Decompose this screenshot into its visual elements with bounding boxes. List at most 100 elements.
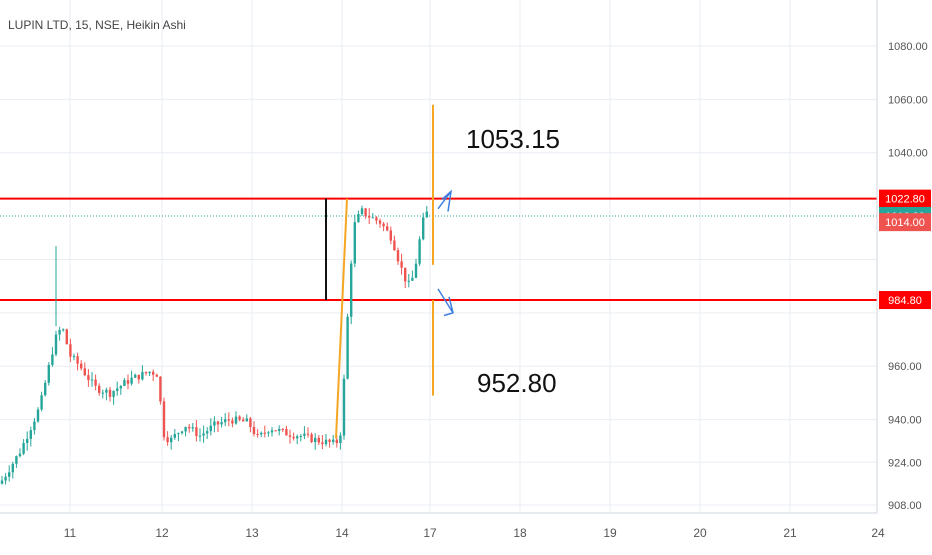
candle-body [65,329,68,345]
candle-body [166,437,169,443]
candle-body [303,433,306,436]
candle-body [245,418,248,422]
candle-body [29,430,32,439]
drawing-layer: 1053.15 952.80 [325,104,560,439]
candle-body [141,371,144,380]
candle-body [105,389,108,393]
bid-price-label: 1014.00 [885,217,925,229]
candle-body [368,215,371,218]
candle-body [152,371,155,375]
candle-body [206,431,209,434]
candle-body [123,380,126,386]
x-tick-label: 14 [335,526,349,540]
candle-body [4,476,7,481]
level-upper-box [879,189,931,208]
candle-body [162,401,166,438]
candle-body [425,211,428,218]
candle-body [198,435,202,437]
candle-body [94,379,97,386]
candle-body [227,419,230,421]
target-label-lower: 952.80 [477,368,557,398]
candle-body [80,363,83,369]
candle-body [148,371,151,374]
candle-body [267,432,270,434]
candle-body [202,433,205,436]
candle-body [18,453,22,457]
candle-body [389,230,392,241]
candle-body [22,442,25,454]
x-tick-label: 12 [155,526,169,540]
x-tick-label: 11 [64,526,77,540]
candle-body [407,280,410,282]
x-tick-label: 21 [783,526,797,540]
candle-body [274,430,277,432]
candle-body [404,267,407,282]
candle-body [346,316,349,379]
candle-body [260,432,263,435]
candle-body [134,374,137,378]
grid-layer [0,0,879,513]
candle-body [180,431,184,434]
down-arrow-icon [437,288,454,314]
candle-body [87,375,90,381]
candle-body [155,374,158,377]
candle-body [386,226,389,231]
candle-body [328,439,331,442]
candle-body [170,437,173,443]
candle-body [281,428,284,430]
candle-body [339,435,342,444]
candle-body [231,420,234,424]
candle-body [76,356,79,364]
candle-body [26,438,29,443]
candle-body [400,261,403,268]
candle-body [314,437,317,443]
candle-body [216,421,220,425]
candle-body [310,434,313,443]
target-label-upper: 1053.15 [466,124,560,154]
candle-body [101,392,104,394]
candle-body [177,433,180,435]
candle-body [234,416,238,424]
x-tick-label: 24 [871,526,885,540]
candle-body [321,442,324,445]
candle-body [126,380,130,384]
price-axis-background [877,0,932,550]
candle-body [256,434,259,436]
candle-body [371,217,374,219]
candle-body [11,463,14,473]
candle-body [36,409,40,422]
candle-body [238,416,241,420]
candle-layer [0,205,428,485]
candle-body [44,382,47,396]
candle-body [353,222,356,264]
candle-body [332,439,335,442]
x-tick-label: 17 [423,526,437,540]
candle-body [144,371,148,374]
y-tick-label: 1040.00 [888,148,928,160]
candle-body [249,418,252,428]
candle-body [285,428,288,436]
y-tick-label: 940.00 [888,415,922,427]
candle-body [411,277,414,281]
candle-body [33,421,36,431]
candle-body [299,435,302,437]
candle-body [191,427,194,429]
candle-body [72,356,76,358]
candle-body [195,427,198,437]
candle-body [51,354,54,365]
candle-body [8,472,11,477]
candle-body [375,217,378,221]
candle-body [357,214,360,223]
candle-body [213,421,216,426]
candle-body [418,239,421,264]
candle-body [378,220,382,224]
candle-body [306,433,310,435]
candle-body [296,436,299,439]
bid-price-box [879,213,931,232]
time-axis-background [0,513,932,550]
candle-body [90,379,94,381]
candle-body [278,428,281,431]
candle-body [393,240,396,251]
candle-body [119,385,122,389]
